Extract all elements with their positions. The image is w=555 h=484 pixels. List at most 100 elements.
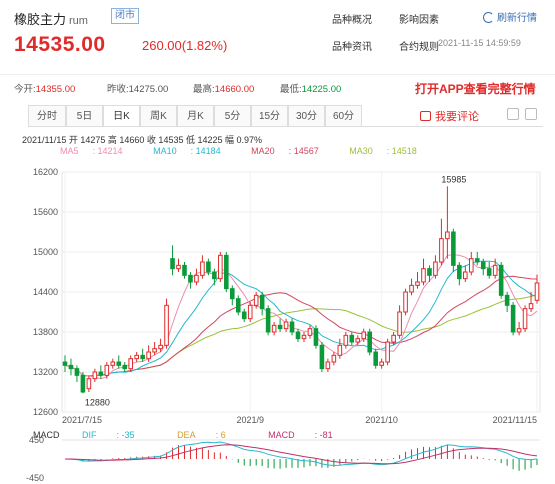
macd-value: -81	[319, 430, 333, 440]
candle-down	[504, 294, 510, 306]
ma-legend: MA5: 14214 MA10: 14184 MA20: 14567 MA30:…	[60, 146, 445, 156]
dea-name: DEA	[177, 430, 196, 440]
stat-high-value: 14660.00	[214, 84, 255, 95]
ma30-value: 14518	[391, 146, 417, 156]
candle-down	[349, 334, 355, 343]
candle-down	[68, 364, 74, 370]
candle-up	[439, 238, 444, 263]
link-product-overview[interactable]: 品种概况	[332, 15, 372, 26]
candle-up	[403, 291, 408, 313]
candle-down	[265, 308, 271, 333]
market-status-badge: 闭市	[111, 8, 139, 24]
dif-value: -35	[121, 430, 135, 440]
chart-control-icon-1[interactable]	[507, 108, 519, 120]
ma10-name: MA10	[153, 146, 177, 156]
price-change: 260.00(1.82%)	[142, 38, 228, 53]
y-tick-label: 15600	[33, 207, 58, 217]
candle-down	[122, 364, 128, 370]
candle-down	[74, 368, 80, 376]
comment-label: 我要评论	[435, 111, 479, 123]
macd-legend: MACD DIF: -35 DEA: 6 MACD: -81	[33, 430, 373, 440]
candle-down	[62, 361, 68, 366]
dea-line	[65, 444, 538, 465]
candle-down	[486, 268, 492, 276]
stat-prev-label: 昨收:	[107, 84, 129, 95]
y-tick-label: 13800	[33, 327, 58, 337]
candle-up	[445, 231, 450, 240]
tab-monthly-k[interactable]: 月K	[177, 105, 214, 127]
candle-up	[164, 304, 169, 346]
ma20-line	[64, 275, 538, 377]
candle-up	[194, 274, 199, 283]
candle-down	[116, 361, 122, 366]
ma30-line	[64, 294, 538, 377]
extreme-label: 15985	[441, 174, 466, 184]
macd-y-label: -450	[26, 473, 44, 483]
candle-up	[128, 358, 134, 370]
open-app-link[interactable]: 打开APP查看完整行情	[415, 82, 536, 96]
refresh-label: 刷新行情	[497, 13, 537, 24]
candle-down	[140, 354, 145, 360]
stat-low-value: 14225.00	[301, 84, 342, 95]
candle-down	[224, 254, 229, 290]
stat-open: 今开:14355.00	[14, 81, 75, 95]
candle-down	[480, 261, 486, 270]
candle-up	[301, 334, 307, 340]
candle-down	[510, 304, 516, 333]
stat-high-label: 最高:	[193, 84, 215, 95]
link-influence-factors[interactable]: 影响因素	[399, 15, 439, 26]
y-tick-label: 13200	[33, 367, 58, 377]
ma5-value: 14214	[97, 146, 123, 156]
tab-intraday[interactable]: 分时	[28, 105, 66, 127]
candle-up	[534, 282, 540, 301]
ma20-legend: MA20: 14567	[251, 146, 319, 156]
candle-up	[468, 258, 474, 273]
candle-down	[295, 331, 301, 340]
link-contract-rules[interactable]: 合约规则	[399, 42, 439, 53]
candle-down	[80, 374, 86, 393]
ma5-name: MA5	[60, 146, 79, 156]
candle-up	[379, 361, 384, 366]
candle-down	[367, 331, 373, 353]
candle-up	[104, 364, 110, 376]
x-tick-label: 2021/9	[236, 415, 264, 425]
quote-header: 橡胶主力 rum 闭市 14535.00 260.00(1.82%) 品种概况 影…	[0, 0, 555, 70]
candle-up	[409, 284, 414, 293]
candle-down	[235, 298, 241, 313]
macd-value-legend: MACD: -81	[268, 430, 333, 440]
candle-down	[498, 264, 504, 296]
ma30-legend: MA30: 14518	[349, 146, 417, 156]
stat-prev-close: 昨收:14275.00	[107, 81, 168, 95]
candle-up	[146, 351, 151, 360]
tab-5min[interactable]: 5分	[214, 105, 251, 127]
candle-down	[188, 274, 193, 283]
candle-up	[391, 334, 396, 343]
candle-down	[319, 344, 325, 370]
comment-button[interactable]: 我要评论	[420, 108, 479, 124]
stat-open-label: 今开:	[14, 84, 36, 95]
x-tick-label: 2021/10	[365, 415, 398, 425]
chart-control-icon-2[interactable]	[525, 108, 537, 120]
macd-name: MACD	[268, 430, 295, 440]
candle-up	[283, 321, 289, 330]
link-product-news[interactable]: 品种资讯	[332, 42, 372, 53]
ma5-line	[64, 254, 538, 380]
candle-up	[433, 261, 438, 276]
candle-up	[421, 268, 426, 283]
stat-low: 最低:14225.00	[280, 81, 341, 95]
tab-divider	[28, 126, 543, 127]
refresh-button[interactable]: 刷新行情	[483, 9, 537, 24]
dif-line	[64, 441, 538, 467]
candle-up	[307, 328, 313, 336]
candle-up	[92, 371, 98, 380]
candle-down	[289, 321, 295, 333]
candle-up	[218, 254, 223, 280]
y-tick-label: 14400	[33, 287, 58, 297]
stat-open-value: 14355.00	[35, 84, 76, 95]
candle-up	[158, 344, 163, 350]
candle-up	[516, 328, 522, 333]
ma30-name: MA30	[349, 146, 373, 156]
macd-title: MACD	[33, 430, 60, 440]
dea-value: 6	[220, 430, 226, 440]
